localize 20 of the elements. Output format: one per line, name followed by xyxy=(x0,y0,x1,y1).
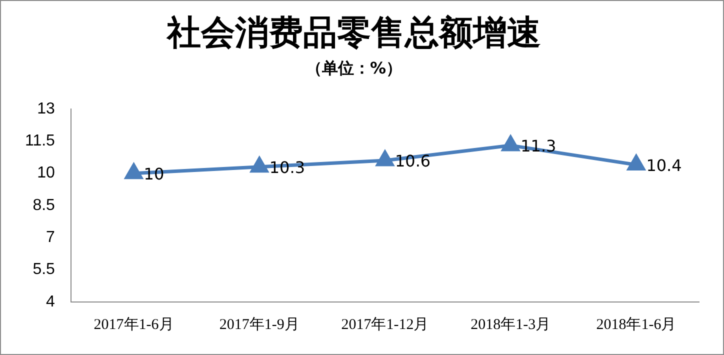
y-tick-label: 8.5 xyxy=(32,196,56,214)
chart-subtitle: （单位：%） xyxy=(306,58,402,78)
y-tick-label: 5.5 xyxy=(32,261,56,278)
x-tick-label: 2017年1-9月 xyxy=(219,316,300,333)
x-tick-label: 2018年1-3月 xyxy=(470,316,551,333)
y-tick-label: 10 xyxy=(37,164,56,182)
y-tick-label: 7 xyxy=(46,229,56,246)
y-tick-label: 4 xyxy=(46,293,56,310)
point xyxy=(125,164,142,180)
point xyxy=(502,136,520,152)
x-tick-label: 2017年1-12月 xyxy=(341,316,429,333)
point xyxy=(628,155,645,171)
x-tick-label: 2017年1-6月 xyxy=(94,316,174,333)
point xyxy=(376,150,394,166)
x-tick-label: 2018年1-6月 xyxy=(596,316,676,333)
chart-title: 社会消费品零售总额增速 xyxy=(166,13,541,54)
point xyxy=(250,157,268,173)
y-tick-label: 13 xyxy=(37,100,56,118)
y-tick-label: 11.5 xyxy=(25,132,56,150)
data-label: 10.4 xyxy=(646,156,682,175)
